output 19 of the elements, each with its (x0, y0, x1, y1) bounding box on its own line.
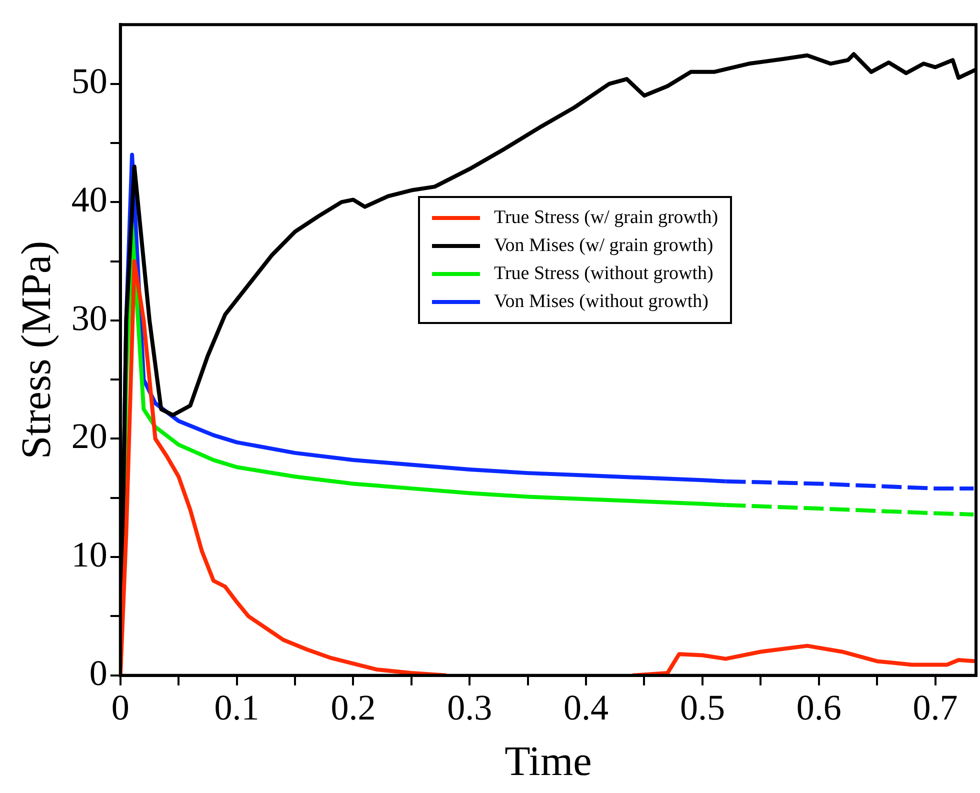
y-tick-label: 20 (71, 416, 108, 456)
y-axis-title: Stress (MPa) (14, 240, 60, 460)
y-tick-label: 10 (71, 534, 108, 575)
x-axis-title: Time (504, 738, 592, 785)
x-tick-label: 0.7 (912, 687, 958, 728)
y-tick-label: 0 (89, 652, 108, 693)
x-tick-label: 0.5 (680, 687, 725, 728)
y-tick-label: 50 (71, 61, 108, 102)
y-tick-label: 30 (71, 298, 108, 338)
y-tick-label: 40 (71, 180, 108, 220)
legend-label: True Stress (w/ grain growth) (494, 206, 718, 230)
legend-label: Von Mises (without growth) (494, 290, 708, 314)
legend-label: Von Mises (w/ grain growth) (494, 234, 714, 258)
x-tick-label: 0.6 (796, 687, 842, 728)
x-tick-label: 0.3 (447, 687, 492, 728)
x-tick-label: 0.2 (330, 687, 376, 728)
x-tick-label: 0.4 (564, 687, 609, 728)
x-tick-label: 0.1 (214, 687, 260, 728)
legend-label: True Stress (without growth) (494, 262, 714, 286)
